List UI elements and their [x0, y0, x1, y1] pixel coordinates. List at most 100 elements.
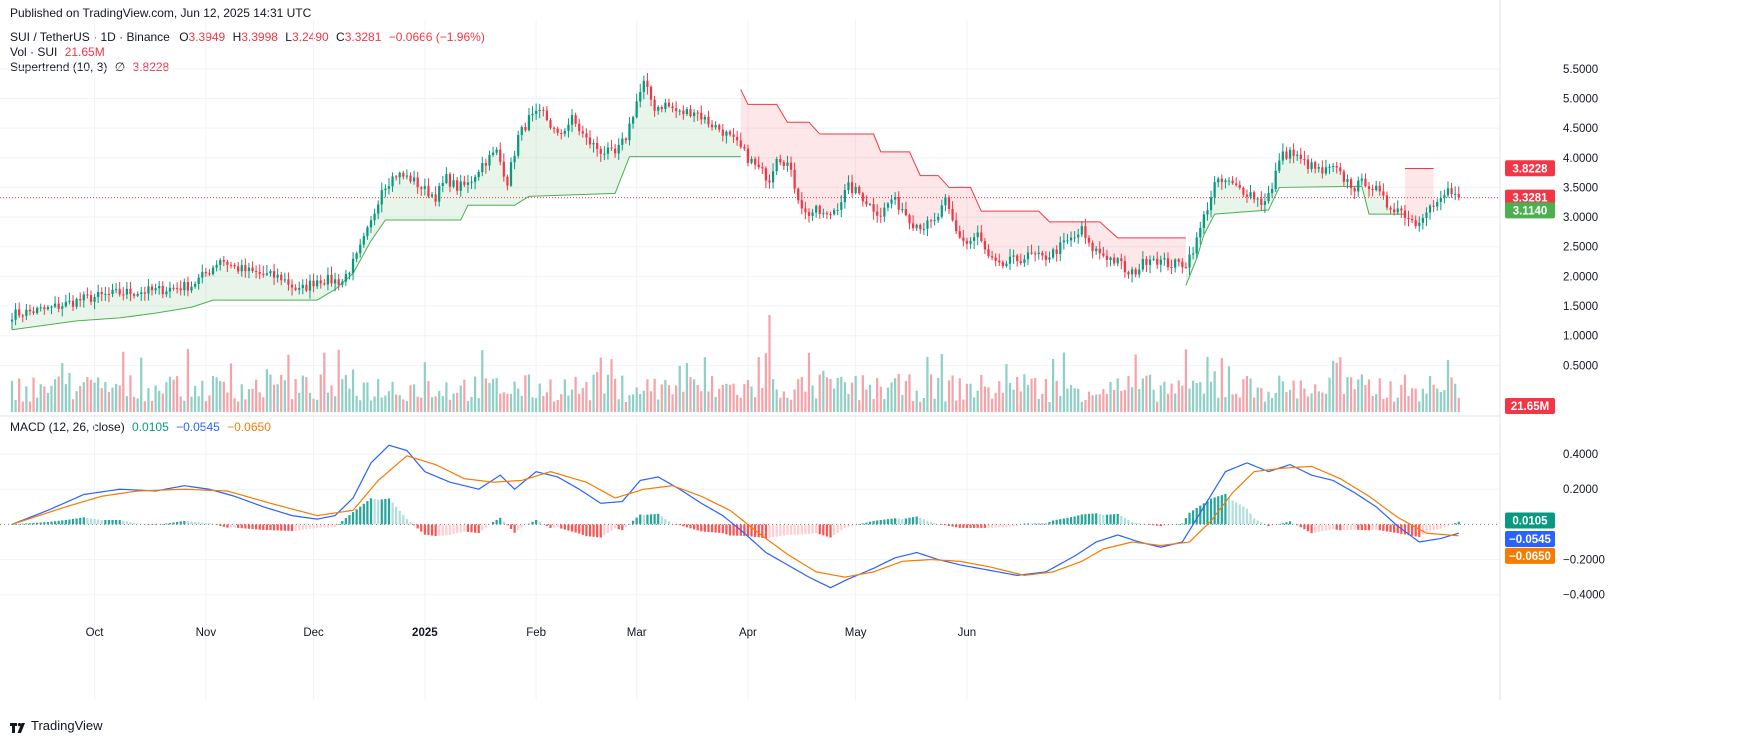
macd-hist-bar	[1324, 524, 1328, 531]
candle	[1206, 202, 1209, 221]
volume-bar	[1428, 376, 1432, 412]
volume-bar	[434, 396, 437, 412]
candle	[262, 265, 265, 278]
candle	[998, 253, 1001, 266]
candle	[754, 156, 757, 170]
candle	[1303, 150, 1306, 166]
candle	[610, 140, 613, 151]
candle	[1181, 258, 1184, 274]
macd-hist-bar	[86, 517, 89, 525]
macd-hist-bar	[578, 524, 581, 534]
candle	[1407, 210, 1410, 227]
macd-legend[interactable]: MACD (12, 26, close) 0.0105 −0.0545 −0.0…	[10, 420, 271, 434]
volume-bar	[746, 379, 750, 412]
volume-bar	[506, 393, 509, 412]
volume-bar	[359, 400, 362, 412]
candle	[1134, 267, 1137, 278]
macd-hist-bar	[219, 524, 222, 526]
volume-bar	[664, 379, 667, 412]
volume-bar	[107, 392, 111, 412]
candle	[1041, 250, 1044, 261]
macd-hist-bar	[771, 524, 775, 538]
volume-bar	[822, 370, 825, 412]
volume-bar	[718, 388, 721, 412]
macd-hist-bar	[1339, 524, 1342, 531]
macd-hist-bar	[448, 524, 452, 535]
candle	[125, 281, 128, 300]
time-axis[interactable]: Oct Nov Dec 2025 Feb Mar Apr May Jun	[86, 627, 977, 639]
volume-bar	[800, 376, 803, 412]
candle	[894, 192, 897, 205]
macd-hist-bar	[685, 524, 689, 528]
macd-hist-bar	[1199, 505, 1202, 525]
volume-bar	[840, 376, 843, 412]
macd-hist-bar	[373, 499, 376, 525]
macd-hist-bar	[1389, 524, 1392, 533]
volume-bar	[1385, 397, 1389, 412]
volume-bar	[1235, 393, 1238, 412]
candle	[958, 225, 961, 239]
candle	[771, 163, 775, 189]
candle	[574, 112, 577, 127]
macd-hist-bar	[549, 524, 552, 528]
volume-bar	[168, 376, 172, 412]
volume-bar	[818, 374, 821, 412]
symbol-legend[interactable]: SUI / TetherUS · 1D · Binance O3.3949 H3…	[10, 30, 485, 44]
macd-hist-bar	[438, 524, 441, 536]
volume-bar	[1145, 375, 1148, 412]
macd-hist-bar	[229, 524, 233, 528]
volume-bar	[502, 392, 505, 412]
volume-bar	[689, 377, 692, 412]
candle	[1023, 254, 1026, 267]
macd-hist-bar	[1113, 514, 1116, 525]
candle	[929, 219, 933, 229]
supertrend-value: 3.8228	[132, 60, 170, 74]
macd-hist-bar	[351, 512, 355, 525]
price-axis[interactable]: 5.5000 5.0000 4.5000 4.0000 3.5000 3.0000 2.50…	[1563, 64, 1605, 602]
volume-bar	[879, 386, 882, 412]
macd-hist-bar	[46, 522, 50, 525]
volume-bar	[1095, 394, 1098, 412]
footer[interactable]: TradingView	[10, 718, 103, 733]
macd-hist-bar	[398, 510, 401, 525]
candle	[150, 283, 154, 296]
candle	[244, 258, 247, 278]
macd-hist-bar	[1360, 524, 1363, 530]
volume-bar	[1191, 380, 1195, 412]
macd-hist-bar	[240, 524, 243, 529]
macd-hist-bar	[330, 524, 333, 528]
macd-hist-bar	[244, 524, 247, 529]
candle	[265, 264, 269, 277]
macd-hist-bar	[700, 524, 703, 532]
candle	[183, 278, 186, 296]
candle	[1245, 189, 1249, 203]
volume-bar	[122, 351, 125, 412]
candle	[1349, 177, 1353, 196]
candle	[369, 215, 373, 233]
macd-hist-bar	[1342, 524, 1346, 531]
macd-hist-bar	[93, 518, 96, 525]
candle	[57, 296, 60, 313]
macd-hist-bar	[201, 522, 204, 525]
macd-hist-bar	[757, 524, 760, 538]
candle	[1012, 249, 1015, 264]
macd-hist-bar	[768, 524, 771, 538]
macd-hist-bar	[1364, 524, 1367, 531]
candle	[761, 162, 764, 175]
candle	[1421, 214, 1424, 230]
ohlc-open-label: O	[179, 30, 189, 44]
macd-hist-bar	[1267, 524, 1270, 527]
candle	[606, 142, 610, 160]
candle	[409, 172, 412, 184]
volume-bar	[793, 389, 796, 412]
volume-bar	[222, 381, 225, 412]
candle	[301, 279, 304, 295]
volume-badge: 21.65M	[1505, 398, 1555, 414]
volume-bar	[61, 363, 64, 412]
macd-hist-bar	[728, 524, 732, 536]
macd-hist-bar	[947, 524, 951, 526]
supertrend-legend[interactable]: Supertrend (10, 3) ∅ 3.8228	[10, 60, 169, 74]
volume-bar	[1335, 362, 1338, 412]
macd-hist-bar	[955, 524, 958, 528]
